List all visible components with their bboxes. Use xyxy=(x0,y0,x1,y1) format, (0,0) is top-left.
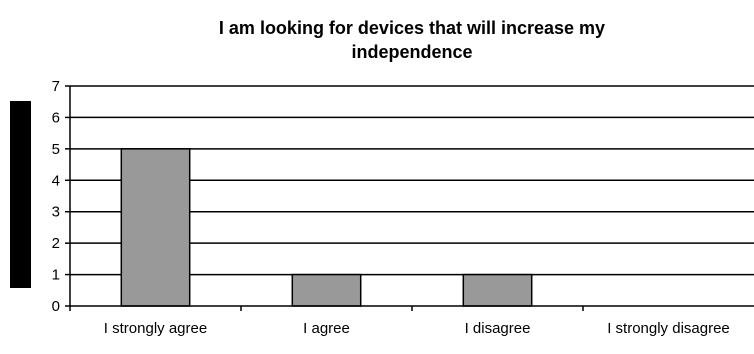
y-tick-label-7: 7 xyxy=(52,78,60,95)
x-tick-label-0: I strongly agree xyxy=(104,320,207,337)
x-tick-label-2: I disagree xyxy=(465,320,531,337)
legend-swatch xyxy=(10,101,31,288)
chart-title-line-1: I am looking for devices that will incre… xyxy=(218,18,606,38)
bar-0 xyxy=(120,148,191,307)
y-tick-label-3: 3 xyxy=(52,204,60,221)
y-tick-label-6: 6 xyxy=(52,109,60,126)
y-tick-label-1: 1 xyxy=(52,267,60,284)
x-tick-label-1: I agree xyxy=(303,320,350,337)
x-tick-label-3: I strongly disagree xyxy=(607,320,730,337)
bar-1 xyxy=(291,273,362,307)
bar-2 xyxy=(462,273,533,307)
y-tick-label-2: 2 xyxy=(52,235,60,252)
y-tick-label-4: 4 xyxy=(52,172,60,189)
y-tick-label-0: 0 xyxy=(52,298,60,315)
y-tick-label-5: 5 xyxy=(52,141,60,158)
chart-title: I am looking for devices that will incre… xyxy=(70,16,754,64)
chart-title-line-2: independence xyxy=(351,42,473,62)
